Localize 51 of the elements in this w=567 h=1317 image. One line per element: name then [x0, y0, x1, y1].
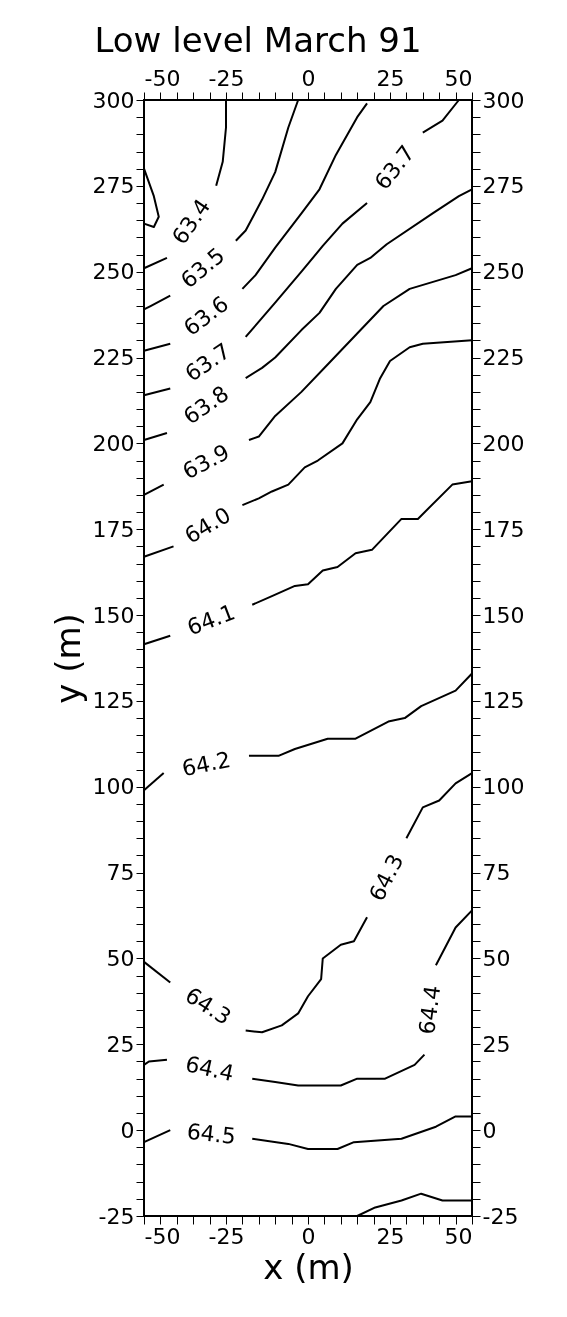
y2-tick-label: -25	[482, 1203, 519, 1229]
y-tick-label: 225	[92, 345, 135, 371]
y2-tick-label: 0	[482, 1117, 497, 1143]
y-tick-label: 200	[92, 430, 135, 456]
y-tick-label: 275	[92, 173, 135, 199]
y-tick-label: 150	[92, 602, 135, 628]
y2-tick-label: 300	[482, 87, 525, 113]
text: 64.0	[180, 502, 236, 549]
x2-tick-label: 50	[444, 65, 473, 91]
x-tick-label: -50	[144, 1223, 181, 1249]
x2-tick-label: 25	[376, 65, 405, 91]
y2-tick-label: 50	[482, 945, 511, 971]
x-tick-label: 25	[376, 1223, 405, 1249]
chart-title: Low level March 91	[94, 20, 422, 60]
y-axis-title: y (m)	[47, 613, 88, 704]
text: 64.4	[183, 1051, 237, 1087]
y-tick-label: 125	[92, 688, 135, 714]
y2-tick-label: 275	[482, 173, 525, 199]
y2-tick-label: 150	[482, 602, 525, 628]
text: 63.8	[178, 380, 234, 430]
y-tick-label: 75	[106, 860, 135, 886]
x2-tick-label: -25	[208, 65, 245, 91]
y-tick-label: 0	[120, 1117, 135, 1143]
x2-tick-label: -50	[144, 65, 181, 91]
text: 64.1	[183, 599, 239, 641]
y2-tick-label: 125	[482, 688, 525, 714]
x-tick-label: -25	[208, 1223, 245, 1249]
y2-tick-label: 100	[482, 774, 525, 800]
y-tick-label: 250	[92, 259, 135, 285]
y-tick-label: 300	[92, 87, 135, 113]
x-axis-title: x (m)	[263, 1246, 354, 1287]
y2-tick-label: 175	[482, 516, 525, 542]
x-tick-label: 50	[444, 1223, 473, 1249]
x2-tick-label: 0	[301, 65, 316, 91]
text: 64.2	[179, 746, 233, 782]
y-tick-label: 100	[92, 774, 135, 800]
y-tick-label: 175	[92, 516, 135, 542]
y-tick-label: 50	[106, 945, 135, 971]
text: 64.5	[185, 1118, 237, 1149]
y2-tick-label: 225	[482, 345, 525, 371]
y2-tick-label: 75	[482, 860, 511, 886]
text: 64.3	[180, 982, 236, 1030]
text: 63.9	[178, 439, 234, 485]
y-tick-label: -25	[98, 1203, 135, 1229]
y-tick-label: 25	[106, 1031, 135, 1057]
x-tick-label: 0	[301, 1223, 316, 1249]
y2-tick-label: 25	[482, 1031, 511, 1057]
y2-tick-label: 200	[482, 430, 525, 456]
y2-tick-label: 250	[482, 259, 525, 285]
text: 64.4	[414, 984, 446, 1036]
text: 64.3	[364, 850, 409, 906]
